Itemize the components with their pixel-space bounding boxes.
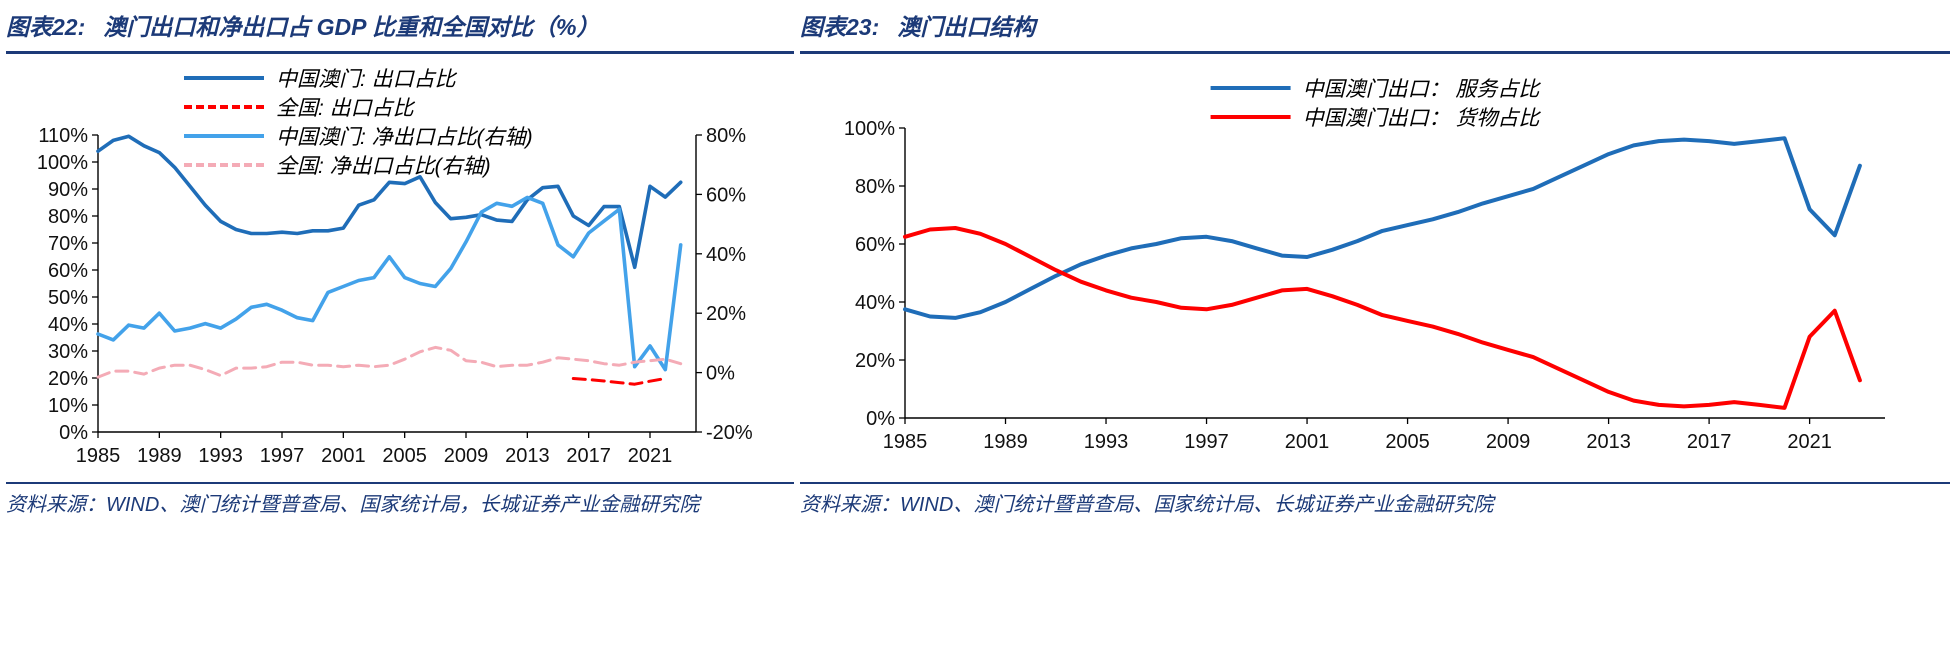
- figure-22-source-text: 资料来源：WIND、澳门统计暨普查局、国家统计局，长城证券产业金融研究院: [6, 494, 700, 516]
- legend-label: 中国澳门出口： 货物占比: [1302, 107, 1540, 130]
- figure-22: 图表22: 澳门出口和净出口占 GDP 比重和全国对比（%） 110% 100% 90…: [6, 0, 794, 519]
- figure-23-name: 澳门出口结构: [897, 14, 1036, 40]
- figure-22-source: 资料来源：WIND、澳门统计暨普查局、国家统计局，长城证券产业金融研究院: [6, 482, 794, 519]
- svg-text:80%: 80%: [48, 206, 88, 228]
- figure-23-source-text: 资料来源：WIND、澳门统计暨普查局、国家统计局、长城证券产业金融研究院: [800, 494, 1494, 516]
- svg-text:60%: 60%: [855, 234, 895, 256]
- svg-text:2017: 2017: [1687, 431, 1732, 453]
- svg-text:1985: 1985: [76, 445, 121, 467]
- svg-text:2021: 2021: [1787, 431, 1832, 453]
- legend-line-swatch: [184, 76, 264, 80]
- svg-text:80%: 80%: [706, 125, 746, 147]
- svg-text:40%: 40%: [706, 244, 746, 266]
- svg-text:-20%: -20%: [706, 422, 753, 444]
- figure-22-chart: 110% 100% 90% 80% 70% 60% 50% 40% 30% 20% 10% 0% 80%…: [37, 125, 753, 467]
- legend-item: 中国澳门: 出口占比: [184, 64, 533, 92]
- figure-23-source: 资料来源：WIND、澳门统计暨普查局、国家统计局、长城证券产业金融研究院: [800, 482, 1950, 519]
- svg-text:2009: 2009: [1486, 431, 1531, 453]
- svg-text:2005: 2005: [1385, 431, 1430, 453]
- legend-item: 中国澳门: 净出口占比(右轴): [184, 122, 533, 150]
- figure-23-number: 图表23:: [800, 14, 880, 40]
- svg-text:20%: 20%: [855, 350, 895, 372]
- svg-text:70%: 70%: [48, 233, 88, 255]
- figure-23-title: 图表23: 澳门出口结构: [800, 0, 1950, 54]
- svg-text:20%: 20%: [48, 368, 88, 390]
- legend-label: 中国澳门: 净出口占比(右轴): [276, 126, 533, 149]
- svg-text:40%: 40%: [48, 314, 88, 336]
- svg-text:40%: 40%: [855, 292, 895, 314]
- svg-text:1989: 1989: [137, 445, 182, 467]
- svg-text:60%: 60%: [706, 184, 746, 206]
- legend-dashed-line-swatch: [184, 105, 264, 109]
- svg-text:1993: 1993: [1084, 431, 1129, 453]
- figure-23-legend: 中国澳门出口： 服务占比 中国澳门出口： 货物占比: [1210, 74, 1540, 131]
- svg-text:2005: 2005: [382, 445, 427, 467]
- svg-text:2013: 2013: [1586, 431, 1631, 453]
- legend-line-swatch: [184, 134, 264, 138]
- svg-text:20%: 20%: [706, 303, 746, 325]
- svg-text:0%: 0%: [866, 408, 895, 430]
- figure-22-number: 图表22:: [6, 14, 86, 40]
- svg-text:2021: 2021: [628, 445, 673, 467]
- legend-item: 全国: 净出口占比(右轴): [184, 151, 533, 179]
- legend-label: 全国: 净出口占比(右轴): [276, 155, 491, 178]
- legend-item: 全国: 出口占比: [184, 93, 533, 121]
- svg-text:0%: 0%: [706, 363, 735, 385]
- figure-23-chart: 100% 80% 60% 40% 20% 0%1985 1989 1993 1997 2001 20…: [844, 118, 1885, 453]
- legend-line-swatch: [1210, 86, 1291, 90]
- svg-text:1985: 1985: [883, 431, 928, 453]
- svg-text:90%: 90%: [48, 179, 88, 201]
- svg-text:100%: 100%: [844, 118, 895, 140]
- svg-text:2009: 2009: [444, 445, 489, 467]
- svg-text:60%: 60%: [48, 260, 88, 282]
- svg-text:100%: 100%: [37, 152, 88, 174]
- legend-dashed-line-swatch: [184, 163, 264, 167]
- figure-22-name: 澳门出口和净出口占 GDP 比重和全国对比（%）: [103, 14, 600, 40]
- figure-22-title: 图表22: 澳门出口和净出口占 GDP 比重和全国对比（%）: [6, 0, 794, 54]
- svg-text:1997: 1997: [260, 445, 305, 467]
- svg-text:80%: 80%: [855, 176, 895, 198]
- figure-23: 图表23: 澳门出口结构 100% 80% 60% 40% 20% 0% 1985 1989 19…: [800, 0, 1950, 519]
- svg-text:0%: 0%: [59, 422, 88, 444]
- svg-text:10%: 10%: [48, 395, 88, 417]
- svg-text:1989: 1989: [983, 431, 1028, 453]
- legend-label: 全国: 出口占比: [276, 97, 414, 120]
- svg-text:110%: 110%: [38, 125, 88, 147]
- svg-text:30%: 30%: [48, 341, 88, 363]
- svg-text:2017: 2017: [566, 445, 611, 467]
- legend-item: 中国澳门出口： 货物占比: [1210, 103, 1540, 131]
- svg-text:1997: 1997: [1184, 431, 1229, 453]
- legend-label: 中国澳门出口： 服务占比: [1302, 78, 1540, 101]
- legend-line-swatch: [1210, 115, 1291, 119]
- legend-item: 中国澳门出口： 服务占比: [1210, 74, 1540, 102]
- figure-22-legend: 中国澳门: 出口占比 全国: 出口占比中国澳门: 净出口占比(右轴) 全国: 净出口…: [184, 64, 533, 179]
- svg-text:2001: 2001: [1285, 431, 1330, 453]
- svg-text:50%: 50%: [48, 287, 88, 309]
- figure-22-chart-area: 110% 100% 90% 80% 70% 60% 50% 40% 30% 20% 10% 0% 80%…: [6, 60, 794, 472]
- svg-text:2013: 2013: [505, 445, 550, 467]
- svg-text:1993: 1993: [198, 445, 243, 467]
- figures-row: 图表22: 澳门出口和净出口占 GDP 比重和全国对比（%） 110% 100% 90…: [6, 0, 1950, 519]
- figure-23-chart-area: 100% 80% 60% 40% 20% 0% 1985 1989 1993 1997 2001 20…: [800, 60, 1950, 472]
- svg-text:2001: 2001: [321, 445, 366, 467]
- legend-label: 中国澳门: 出口占比: [276, 68, 456, 91]
